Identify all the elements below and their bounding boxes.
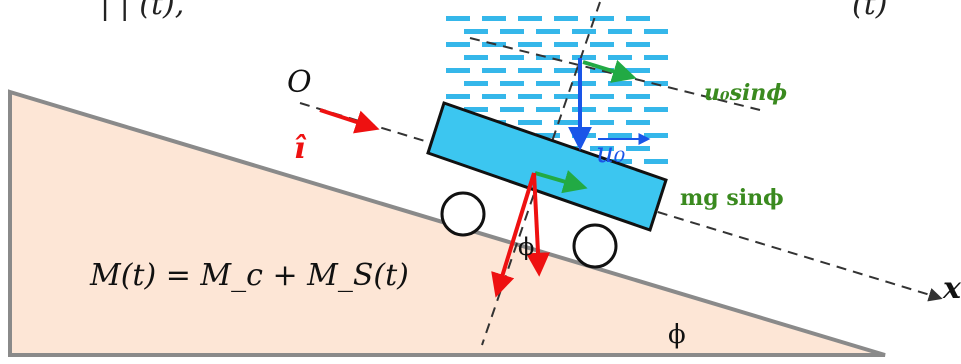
water-dash <box>626 146 650 151</box>
water-dash <box>554 68 578 73</box>
water-dash <box>464 107 488 112</box>
water-dash <box>608 107 632 112</box>
water-dash <box>446 16 470 21</box>
water-dash <box>518 120 542 125</box>
water-dash <box>446 42 470 47</box>
velocity-vector-label: u₀ <box>596 133 651 169</box>
water-dash <box>590 42 614 47</box>
mass-equation: M(t) = M_c + M_S(t) <box>89 258 409 293</box>
water-dash <box>572 55 596 60</box>
water-dash <box>644 159 668 164</box>
water-dash <box>626 42 650 47</box>
water-dash <box>554 120 578 125</box>
water-dash <box>500 55 524 60</box>
cart-body <box>426 101 668 232</box>
water-dash <box>572 29 596 34</box>
gravity-component-arrow <box>534 170 588 194</box>
water-dash <box>518 42 542 47</box>
u0-component-label: u₀sinϕ <box>704 80 787 106</box>
water-dash <box>590 120 614 125</box>
water-dash <box>608 55 632 60</box>
water-dash <box>644 133 668 138</box>
top-text-right: (t) <box>852 0 887 22</box>
water-dash <box>608 29 632 34</box>
water-dash <box>554 16 578 21</box>
water-dash <box>536 29 560 34</box>
origin-label: O <box>287 65 312 100</box>
water-dash <box>554 94 578 99</box>
weight-arrow-tilted <box>491 172 536 298</box>
water-dash <box>500 81 524 86</box>
water-dash <box>644 29 668 34</box>
angle-label-cart: ϕ <box>518 233 534 261</box>
weight-arrow-vertical <box>526 172 551 277</box>
water-dash <box>608 81 632 86</box>
water-dash <box>554 42 578 47</box>
svg-text:u₀: u₀ <box>596 136 625 169</box>
water-dash <box>536 81 560 86</box>
water-dash <box>572 133 596 138</box>
water-dash <box>464 81 488 86</box>
water-dash <box>464 55 488 60</box>
water-dash <box>446 68 470 73</box>
water-dash <box>500 29 524 34</box>
water-dash <box>482 16 506 21</box>
water-dash <box>464 29 488 34</box>
water-dash <box>590 146 614 151</box>
top-text-left: | | (t), <box>100 0 184 22</box>
water-dash <box>572 81 596 86</box>
water-dash <box>590 16 614 21</box>
water-dash <box>590 94 614 99</box>
water-dash <box>590 68 614 73</box>
u0-component-arrow <box>582 59 637 83</box>
unit-vector-label: î <box>294 131 307 166</box>
water-dash <box>626 68 650 73</box>
water-dash <box>608 159 632 164</box>
water-dash <box>608 133 632 138</box>
water-dash <box>500 107 524 112</box>
x-axis-line <box>299 102 943 302</box>
water-dash <box>518 68 542 73</box>
cart-wheel-left <box>440 191 486 237</box>
unit-vector-arrow <box>319 108 380 134</box>
water-dash <box>518 16 542 21</box>
water-dash <box>518 94 542 99</box>
water-dash <box>626 94 650 99</box>
cart-wheel-right <box>572 223 618 269</box>
angle-label-incline: ϕ <box>668 320 686 350</box>
water-dash <box>572 107 596 112</box>
water-dash <box>626 120 650 125</box>
gravity-component-label: mg sinϕ <box>680 185 784 211</box>
water-dash <box>626 16 650 21</box>
water-dash <box>644 55 668 60</box>
axis-x-label: x <box>942 271 961 306</box>
water-dash <box>536 133 560 138</box>
water-dash <box>536 107 560 112</box>
water-dash <box>482 94 506 99</box>
water-dash <box>482 68 506 73</box>
water-dash <box>446 94 470 99</box>
water-dash <box>536 55 560 60</box>
water-dash <box>644 107 668 112</box>
